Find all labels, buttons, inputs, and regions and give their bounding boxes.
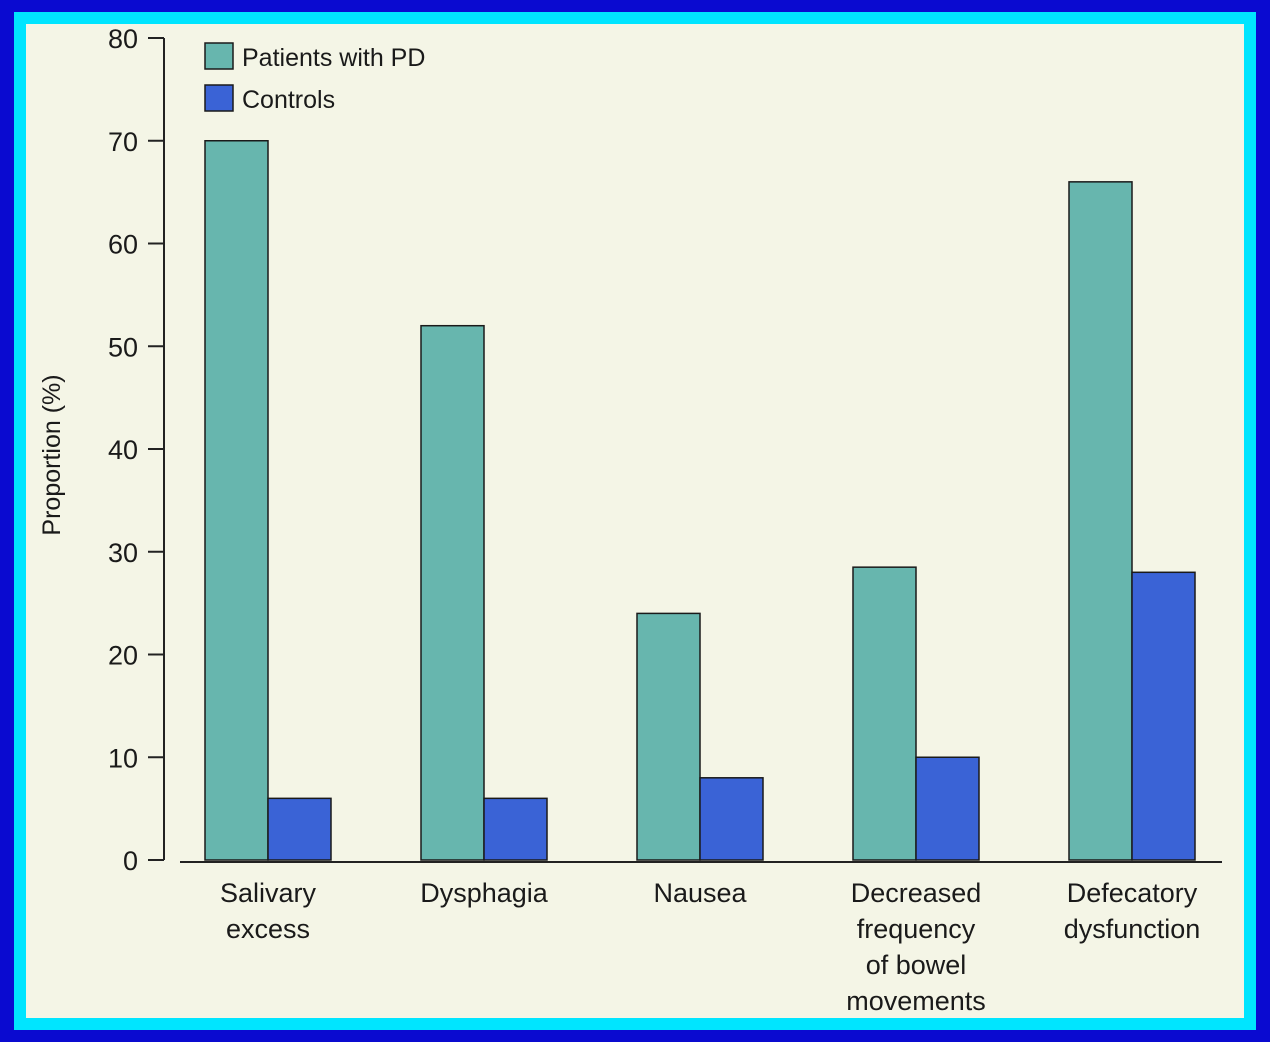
- legend-label: Patients with PD: [242, 44, 425, 72]
- legend: Patients with PD Controls: [204, 42, 425, 114]
- bar-patients: [204, 140, 269, 861]
- x-tick-label: movements: [846, 986, 986, 1016]
- x-tick-label: excess: [226, 914, 310, 944]
- x-tick-label: Salivary: [220, 878, 317, 908]
- bar-patients: [852, 566, 917, 861]
- y-ticks: 0 10 20 30 40 50 60 70 80: [108, 24, 164, 876]
- x-tick-label: dysfunction: [1064, 914, 1201, 944]
- y-tick-label: 30: [108, 538, 138, 568]
- bar-controls: [915, 756, 980, 861]
- bar-patients: [1068, 181, 1133, 861]
- bar-controls: [699, 777, 764, 861]
- x-tick-label: Defecatory: [1067, 878, 1198, 908]
- legend-swatch: [204, 84, 234, 112]
- x-tick-label: Decreased: [851, 878, 982, 908]
- y-tick-label: 40: [108, 435, 138, 465]
- x-tick-label: frequency: [857, 914, 976, 944]
- y-tick-label: 20: [108, 641, 138, 671]
- y-tick-label: 10: [108, 743, 138, 773]
- x-labels: Salivary excess Dysphagia Nausea Decreased fr…: [220, 878, 1200, 1016]
- y-tick-label: 50: [108, 332, 138, 362]
- x-tick-label: Dysphagia: [420, 878, 549, 908]
- bar-patients: [636, 612, 701, 861]
- y-tick-label: 70: [108, 127, 138, 157]
- bar-controls: [483, 797, 548, 861]
- bar-controls: [1131, 571, 1196, 861]
- bars: [204, 140, 1196, 861]
- x-tick-label: of bowel: [866, 950, 967, 980]
- y-tick-label: 60: [108, 230, 138, 260]
- x-tick-label: Nausea: [653, 878, 747, 908]
- bar-patients: [420, 324, 485, 861]
- legend-label: Controls: [242, 86, 335, 114]
- bar-controls: [267, 797, 332, 861]
- y-tick-label: 0: [123, 846, 138, 876]
- legend-swatch: [204, 42, 234, 70]
- y-axis-label: Proportion (%): [38, 374, 66, 535]
- y-tick-label: 80: [108, 24, 138, 54]
